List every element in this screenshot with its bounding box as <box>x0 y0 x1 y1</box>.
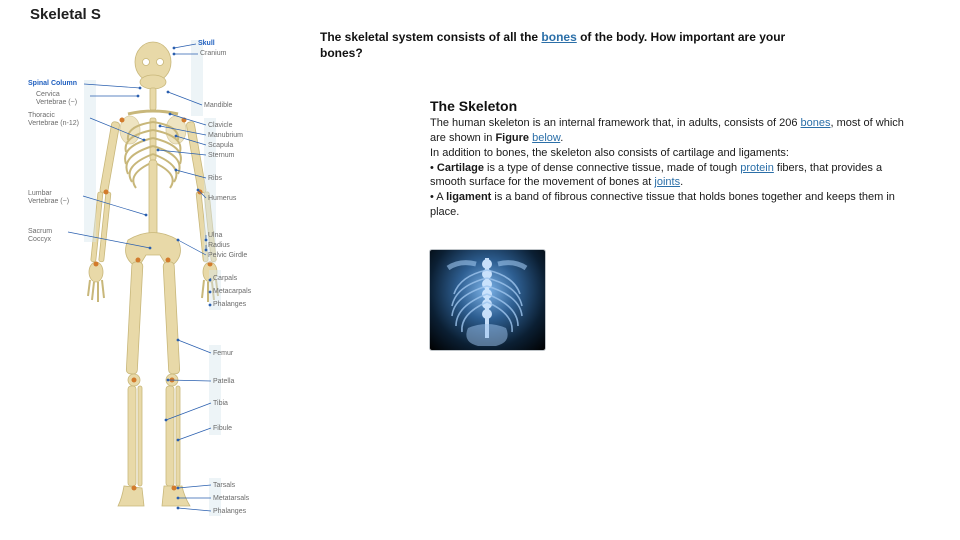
skeleton-label: Fibule <box>213 425 232 433</box>
skeleton-label: Scapula <box>208 142 233 150</box>
skeleton-label: Tarsals <box>213 482 235 490</box>
skeleton-label: Sacrum Coccyx <box>28 228 52 244</box>
skeleton-label: Lumbar Vertebrae (~) <box>28 190 69 206</box>
link-bones[interactable]: bones <box>541 30 576 44</box>
page-title: Skeletal S <box>30 6 110 25</box>
skeleton-label: Skull <box>198 40 215 48</box>
skeleton-label: Phalanges <box>213 301 246 309</box>
skeleton-label: Femur <box>213 350 233 358</box>
skeleton-label: Pelvic Girdle <box>208 252 247 260</box>
section-heading: The Skeleton <box>430 98 517 114</box>
skeleton-label: Metatarsals <box>213 495 249 503</box>
link-joints[interactable]: joints <box>654 176 680 188</box>
skeleton-label: Metacarpals <box>213 288 251 296</box>
skeleton-label: Cervica Vertebrae (~) <box>36 91 77 107</box>
skeleton-label: Thoracic Vertebrae (n-12) <box>28 112 79 128</box>
skeleton-label: Carpals <box>213 275 237 283</box>
link-protein[interactable]: protein <box>740 162 774 174</box>
link-bones-2[interactable]: bones <box>801 117 831 129</box>
intro-text: The skeletal system consists of all the … <box>320 30 800 61</box>
xray-image <box>430 250 545 350</box>
skeleton-label: Phalanges <box>213 508 246 516</box>
skeleton-label: Patella <box>213 378 234 386</box>
skeleton-label: Sternum <box>208 152 234 160</box>
skeleton-label: Ribs <box>208 175 222 183</box>
skeleton-label: Clavicle <box>208 122 233 130</box>
skeleton-label: Tibia <box>213 400 228 408</box>
link-figure-below[interactable]: below <box>532 132 560 144</box>
skeleton-label: Ulna <box>208 232 222 240</box>
intro-pre: The skeletal system consists of all the <box>320 30 541 44</box>
skeleton-label: Radius <box>208 242 230 250</box>
skeleton-diagram: Spinal Column Cervica Vertebrae (~) Thorac… <box>28 40 278 530</box>
skeleton-label: Manubrium <box>208 132 243 140</box>
skeleton-label: Spinal Column <box>28 80 77 88</box>
skeleton-label: Mandible <box>204 102 232 110</box>
skeleton-label: Cranium <box>200 50 226 58</box>
body-text: The human skeleton is an internal framew… <box>430 116 910 220</box>
skeleton-label: Humerus <box>208 195 236 203</box>
